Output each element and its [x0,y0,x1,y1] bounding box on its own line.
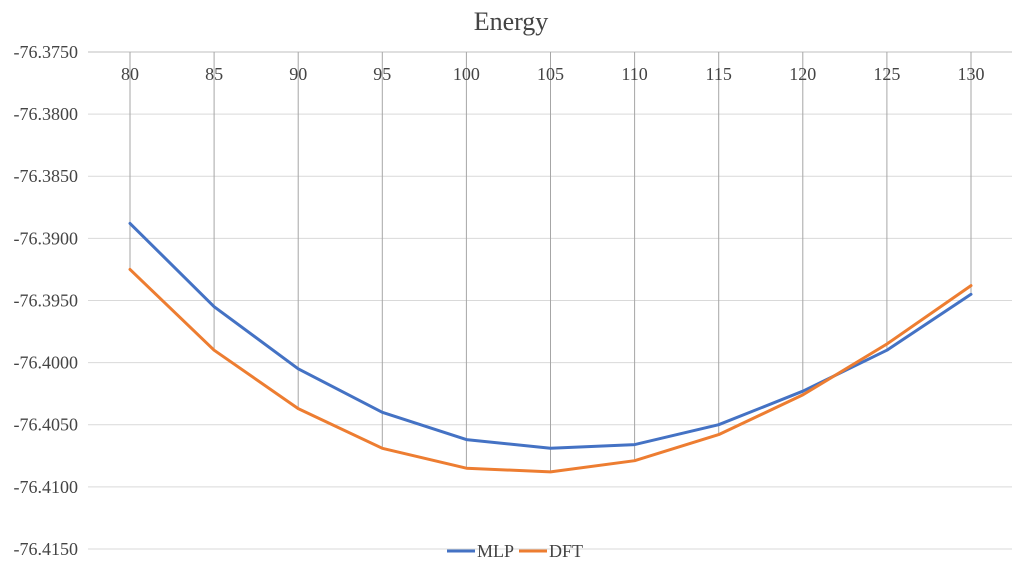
x-tick-label: 95 [373,64,391,84]
x-tick-label: 115 [706,64,732,84]
x-tick-label: 100 [453,64,480,84]
x-tick-label: 110 [621,64,647,84]
x-axis-tick-labels: 80 85 90 95 100 105 110 115 120 125 130 [121,64,985,84]
y-tick-label: -76.3850 [14,166,79,186]
y-tick-label: -76.3750 [14,42,79,62]
series-lines [128,221,973,474]
y-tick-label: -76.4150 [14,539,79,559]
chart-title: Energy [474,7,549,36]
y-axis-tick-labels: -76.3750 -76.3800 -76.3850 -76.3900 -76.3950… [14,42,79,559]
x-tick-label: 85 [205,64,223,84]
y-tick-label: -76.3900 [14,228,79,248]
y-tick-label: -76.4000 [14,353,79,373]
x-tick-label: 80 [121,64,139,84]
x-tick-label: 105 [537,64,564,84]
vertical-drop-lines [129,52,972,472]
legend-label-mlp: MLP [477,541,514,561]
legend: MLP DFT [447,541,583,561]
y-tick-label: -76.4050 [14,415,79,435]
y-tick-label: -76.4100 [14,477,79,497]
series-line-dft [128,267,973,474]
x-tick-label: 90 [289,64,307,84]
legend-label-dft: DFT [549,541,583,561]
x-tick-label: 125 [873,64,900,84]
y-tick-label: -76.3950 [14,290,79,310]
x-tick-label: 130 [958,64,985,84]
y-tick-label: -76.3800 [14,104,79,124]
x-tick-label: 120 [789,64,816,84]
